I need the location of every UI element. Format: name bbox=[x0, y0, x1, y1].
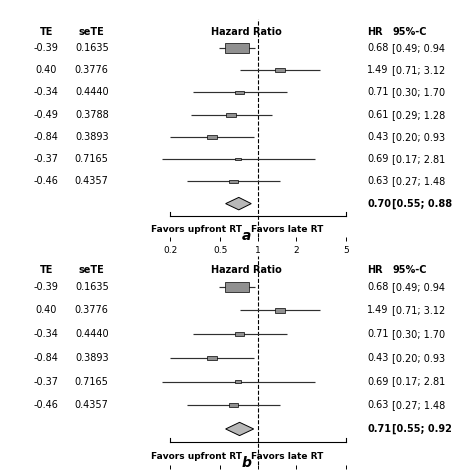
Bar bbox=[207, 356, 217, 360]
Text: Favors upfront RT: Favors upfront RT bbox=[151, 225, 242, 234]
Bar bbox=[235, 91, 244, 94]
Text: -0.34: -0.34 bbox=[34, 329, 59, 339]
Text: -0.46: -0.46 bbox=[34, 400, 59, 410]
Text: HR: HR bbox=[367, 27, 383, 37]
Text: -0.37: -0.37 bbox=[34, 154, 59, 164]
Text: 0.40: 0.40 bbox=[36, 65, 57, 75]
Text: 0.43: 0.43 bbox=[367, 132, 388, 142]
Text: -0.37: -0.37 bbox=[34, 376, 59, 387]
Text: 1.49: 1.49 bbox=[367, 65, 388, 75]
Bar bbox=[235, 332, 244, 336]
Bar bbox=[275, 308, 285, 313]
Text: [0.27; 1.48: [0.27; 1.48 bbox=[392, 400, 446, 410]
Text: 0.63: 0.63 bbox=[367, 176, 388, 186]
Bar bbox=[235, 380, 241, 383]
Bar bbox=[225, 43, 249, 53]
Text: Hazard Ratio: Hazard Ratio bbox=[211, 265, 282, 275]
Text: TE: TE bbox=[39, 27, 53, 37]
Text: 0.68: 0.68 bbox=[367, 43, 388, 53]
Text: TE: TE bbox=[39, 265, 53, 275]
Text: 95%-C: 95%-C bbox=[392, 265, 427, 275]
Text: -0.39: -0.39 bbox=[34, 282, 59, 292]
Text: 0.4440: 0.4440 bbox=[75, 87, 109, 97]
Text: [0.29; 1.28: [0.29; 1.28 bbox=[392, 109, 446, 119]
Text: -0.34: -0.34 bbox=[34, 87, 59, 97]
Polygon shape bbox=[226, 422, 254, 436]
Bar bbox=[228, 403, 237, 407]
Text: 1.49: 1.49 bbox=[367, 305, 388, 316]
Text: b: b bbox=[242, 456, 251, 470]
Text: 0.1635: 0.1635 bbox=[75, 43, 109, 53]
Text: -0.46: -0.46 bbox=[34, 176, 59, 186]
Bar bbox=[235, 158, 241, 160]
Polygon shape bbox=[226, 197, 251, 210]
Text: -0.84: -0.84 bbox=[34, 353, 59, 363]
Text: 0.4440: 0.4440 bbox=[75, 329, 109, 339]
Text: 0.4357: 0.4357 bbox=[75, 176, 109, 186]
Text: [0.17; 2.81: [0.17; 2.81 bbox=[392, 376, 446, 387]
Text: 0.69: 0.69 bbox=[367, 154, 388, 164]
Bar bbox=[207, 135, 217, 139]
Text: 0.43: 0.43 bbox=[367, 353, 388, 363]
Text: [0.20; 0.93: [0.20; 0.93 bbox=[392, 353, 445, 363]
Text: 0.3776: 0.3776 bbox=[75, 65, 109, 75]
Text: Favors late RT: Favors late RT bbox=[251, 452, 324, 461]
Text: 0.71: 0.71 bbox=[367, 87, 389, 97]
Bar bbox=[228, 180, 237, 183]
Text: 0.40: 0.40 bbox=[36, 305, 57, 316]
Text: HR: HR bbox=[367, 265, 383, 275]
Text: [0.55; 0.92: [0.55; 0.92 bbox=[392, 424, 452, 434]
Text: [0.71; 3.12: [0.71; 3.12 bbox=[392, 305, 446, 316]
Text: [0.20; 0.93: [0.20; 0.93 bbox=[392, 132, 445, 142]
Text: 0.3893: 0.3893 bbox=[75, 353, 109, 363]
Text: [0.55; 0.88: [0.55; 0.88 bbox=[392, 199, 452, 209]
Text: 0.7165: 0.7165 bbox=[75, 376, 109, 387]
Text: [0.49; 0.94: [0.49; 0.94 bbox=[392, 282, 445, 292]
Text: seTE: seTE bbox=[79, 27, 105, 37]
Text: 0.4357: 0.4357 bbox=[75, 400, 109, 410]
Text: [0.30; 1.70: [0.30; 1.70 bbox=[392, 87, 445, 97]
Text: 0.3893: 0.3893 bbox=[75, 132, 109, 142]
Text: 0.69: 0.69 bbox=[367, 376, 388, 387]
Text: [0.71; 3.12: [0.71; 3.12 bbox=[392, 65, 446, 75]
Text: -0.84: -0.84 bbox=[34, 132, 59, 142]
Text: 0.3776: 0.3776 bbox=[75, 305, 109, 316]
Text: -0.49: -0.49 bbox=[34, 109, 59, 119]
Text: [0.27; 1.48: [0.27; 1.48 bbox=[392, 176, 446, 186]
Text: 95%-C: 95%-C bbox=[392, 27, 427, 37]
Text: 0.70: 0.70 bbox=[367, 199, 391, 209]
Text: seTE: seTE bbox=[79, 265, 105, 275]
Text: 0.1635: 0.1635 bbox=[75, 282, 109, 292]
Text: 0.7165: 0.7165 bbox=[75, 154, 109, 164]
Text: 0.3788: 0.3788 bbox=[75, 109, 109, 119]
Text: 0.68: 0.68 bbox=[367, 282, 388, 292]
Text: Favors upfront RT: Favors upfront RT bbox=[151, 452, 242, 461]
Text: [0.17; 2.81: [0.17; 2.81 bbox=[392, 154, 446, 164]
Text: [0.30; 1.70: [0.30; 1.70 bbox=[392, 329, 445, 339]
Text: Hazard Ratio: Hazard Ratio bbox=[211, 27, 282, 37]
Text: 0.61: 0.61 bbox=[367, 109, 388, 119]
Text: 0.71: 0.71 bbox=[367, 424, 391, 434]
Text: 0.71: 0.71 bbox=[367, 329, 389, 339]
Text: [0.49; 0.94: [0.49; 0.94 bbox=[392, 43, 445, 53]
Bar bbox=[226, 112, 237, 117]
Text: a: a bbox=[242, 229, 251, 243]
Text: 0.63: 0.63 bbox=[367, 400, 388, 410]
Bar bbox=[275, 68, 285, 72]
Bar bbox=[225, 282, 249, 292]
Text: Favors late RT: Favors late RT bbox=[251, 225, 324, 234]
Text: -0.39: -0.39 bbox=[34, 43, 59, 53]
